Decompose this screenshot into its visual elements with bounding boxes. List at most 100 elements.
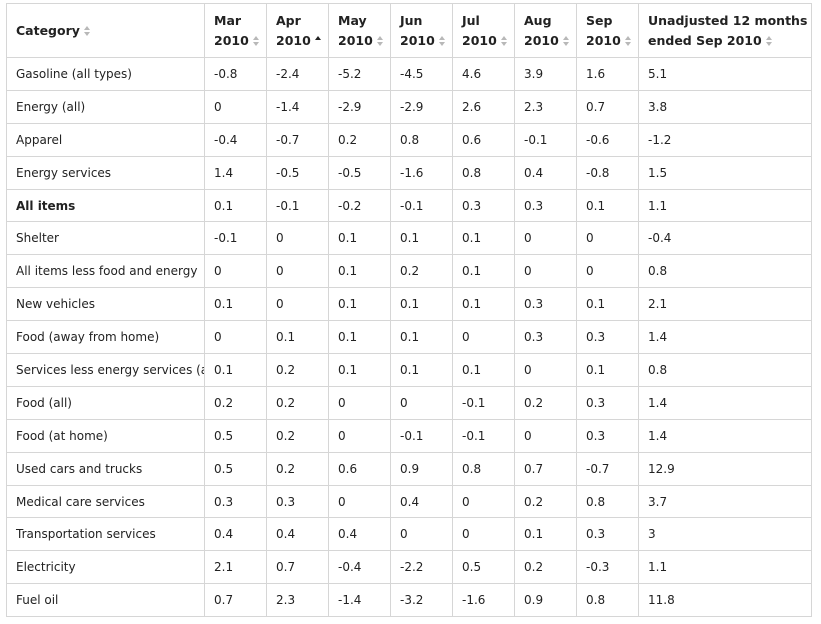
sort-icon[interactable]: [83, 25, 90, 36]
value-cell: 0.3: [452, 188, 515, 223]
column-header-label: Jun: [400, 12, 423, 28]
column-header-may-2010[interactable]: May 2010: [328, 3, 391, 58]
sort-icon[interactable]: [624, 35, 631, 46]
sort-icon[interactable]: [562, 35, 569, 46]
table-row: New vehicles 0.1 0 0.1 0.1 0.1 0.3 0.1 2.1: [6, 287, 812, 322]
category-cell: Food (all): [6, 385, 205, 420]
column-header-label: Category: [16, 22, 80, 38]
value-cell: 0.8: [638, 254, 812, 289]
value-cell: 0: [328, 418, 391, 453]
value-cell: -0.8: [204, 57, 267, 91]
sort-ascending-icon[interactable]: [314, 35, 321, 46]
value-cell: 0.8: [576, 583, 639, 618]
column-header-label: 2010: [462, 32, 497, 48]
table-row: Medical care services 0.3 0.3 0 0.4 0 0.2 0.8 3.…: [6, 484, 812, 519]
value-cell: 0.3: [576, 320, 639, 355]
table-row: Gasoline (all types) -0.8 -2.4 -5.2 -4.5 4.6 3…: [6, 57, 812, 91]
value-cell: 4.6: [452, 57, 515, 91]
value-cell: 0.2: [266, 385, 329, 420]
value-cell: -0.5: [266, 155, 329, 190]
column-header-category[interactable]: Category: [6, 3, 205, 58]
value-cell: 0.7: [576, 89, 639, 124]
column-header-label: Sep: [586, 12, 613, 28]
table-body: Gasoline (all types) -0.8 -2.4 -5.2 -4.5 4.6 3…: [6, 57, 812, 618]
table-row: Energy (all) 0 -1.4 -2.9 -2.9 2.6 2.3 0.7 3.8: [6, 89, 812, 124]
sort-icon[interactable]: [438, 35, 445, 46]
value-cell: -1.4: [266, 89, 329, 124]
value-cell: 1.1: [638, 550, 812, 585]
value-cell: 0.3: [514, 188, 577, 223]
value-cell: -0.1: [514, 122, 577, 157]
category-cell: Energy (all): [6, 89, 205, 124]
sort-icon[interactable]: [765, 35, 772, 46]
category-cell: All items less food and energy: [6, 254, 205, 289]
value-cell: 0.8: [452, 155, 515, 190]
value-cell: 0: [514, 418, 577, 453]
value-cell: 0.9: [514, 583, 577, 618]
value-cell: 0.1: [266, 320, 329, 355]
cpi-table-container: Category Mar 2010 Apr 2010 May 2010 Jun 2010 Jul 2…: [6, 3, 812, 618]
value-cell: -0.5: [328, 155, 391, 190]
value-cell: 0.6: [328, 451, 391, 486]
value-cell: 0: [266, 287, 329, 322]
value-cell: 0.2: [514, 385, 577, 420]
column-header-label: 2010: [214, 32, 249, 48]
value-cell: -2.4: [266, 57, 329, 91]
value-cell: 0.8: [452, 451, 515, 486]
value-cell: -0.1: [204, 221, 267, 256]
sort-icon[interactable]: [252, 35, 259, 46]
value-cell: 0.8: [390, 122, 453, 157]
column-header-jul-2010[interactable]: Jul 2010: [452, 3, 515, 58]
table-row: Energy services 1.4 -0.5 -0.5 -1.6 0.8 0.4 -0.8…: [6, 155, 812, 190]
column-header-mar-2010[interactable]: Mar 2010: [204, 3, 267, 58]
column-header-label: 2010: [338, 32, 373, 48]
value-cell: -3.2: [390, 583, 453, 618]
value-cell: 0.3: [576, 418, 639, 453]
cpi-change-table: Category Mar 2010 Apr 2010 May 2010 Jun 2010 Jul 2…: [6, 3, 812, 618]
table-row: Food (at home) 0.5 0.2 0 -0.1 -0.1 0 0.3 1.4: [6, 418, 812, 453]
value-cell: 0.1: [514, 517, 577, 552]
sort-icon[interactable]: [500, 35, 507, 46]
value-cell: -4.5: [390, 57, 453, 91]
column-header-jun-2010[interactable]: Jun 2010: [390, 3, 453, 58]
table-row: Transportation services 0.4 0.4 0.4 0 0 0.1 0.3…: [6, 517, 812, 552]
column-header-unadjusted-12-months[interactable]: Unadjusted 12 months ended Sep 2010: [638, 3, 812, 58]
column-header-label: 2010: [400, 32, 435, 48]
sort-icon[interactable]: [376, 35, 383, 46]
value-cell: 3: [638, 517, 812, 552]
value-cell: 3.8: [638, 89, 812, 124]
column-header-apr-2010[interactable]: Apr 2010: [266, 3, 329, 58]
value-cell: -0.4: [638, 221, 812, 256]
value-cell: -2.2: [390, 550, 453, 585]
value-cell: -0.7: [576, 451, 639, 486]
value-cell: 0.1: [328, 287, 391, 322]
value-cell: 0.2: [204, 385, 267, 420]
column-header-sep-2010[interactable]: Sep 2010: [576, 3, 639, 58]
value-cell: -0.2: [328, 188, 391, 223]
value-cell: 0: [576, 254, 639, 289]
value-cell: 0: [514, 353, 577, 387]
column-header-label: Jul: [462, 12, 480, 28]
column-header-aug-2010[interactable]: Aug 2010: [514, 3, 577, 58]
value-cell: 1.4: [204, 155, 267, 190]
value-cell: 0.5: [452, 550, 515, 585]
value-cell: 0: [328, 484, 391, 519]
value-cell: 0: [452, 484, 515, 519]
value-cell: 0: [204, 89, 267, 124]
value-cell: 0.2: [266, 353, 329, 387]
value-cell: 0: [514, 221, 577, 256]
value-cell: 0.1: [328, 254, 391, 289]
value-cell: 0.4: [266, 517, 329, 552]
value-cell: 2.3: [266, 583, 329, 618]
table-row: Used cars and trucks 0.5 0.2 0.6 0.9 0.8 0.7 -0…: [6, 451, 812, 486]
value-cell: 11.8: [638, 583, 812, 618]
value-cell: 0.1: [452, 353, 515, 387]
value-cell: 0.1: [204, 287, 267, 322]
value-cell: -1.2: [638, 122, 812, 157]
value-cell: 0.8: [576, 484, 639, 519]
value-cell: 3.7: [638, 484, 812, 519]
value-cell: 12.9: [638, 451, 812, 486]
value-cell: 0.3: [576, 517, 639, 552]
value-cell: -0.4: [204, 122, 267, 157]
value-cell: -0.1: [266, 188, 329, 223]
